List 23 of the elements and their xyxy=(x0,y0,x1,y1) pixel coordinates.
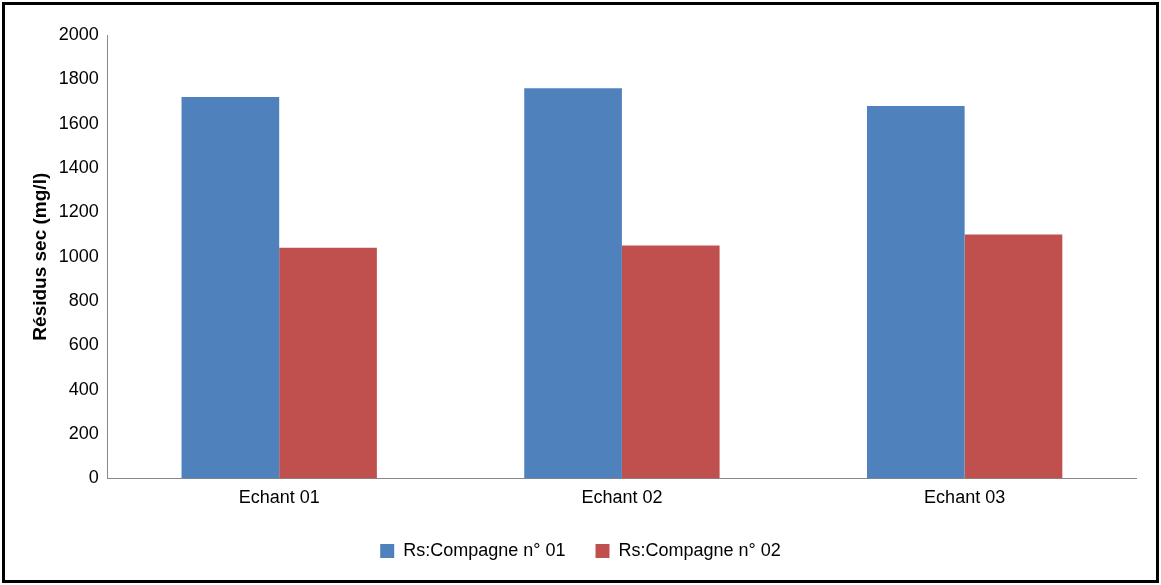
x-tick-label: Echant 03 xyxy=(924,487,1006,508)
y-tick-label: 1800 xyxy=(58,68,99,89)
bar xyxy=(621,245,720,479)
y-tick-label: 800 xyxy=(68,290,99,311)
bar xyxy=(181,97,280,479)
y-tick-label: 400 xyxy=(68,378,99,399)
y-tick-label: 0 xyxy=(88,467,99,488)
bar xyxy=(279,247,377,479)
legend-label: Rs:Compagne n° 02 xyxy=(618,539,781,560)
y-tick-label: 1200 xyxy=(58,201,99,222)
y-tick-label: 1000 xyxy=(58,245,99,266)
x-tick-label: Echant 01 xyxy=(238,487,320,508)
y-axis-title: Résidus sec (mg/l) xyxy=(28,172,50,341)
bar xyxy=(524,88,622,479)
y-tick-label: 1600 xyxy=(58,112,99,133)
y-tick-label: 600 xyxy=(68,334,99,355)
bar xyxy=(964,234,1063,479)
bar xyxy=(866,105,965,479)
y-tick-label: 1400 xyxy=(58,156,99,177)
y-tick-label: 2000 xyxy=(58,23,99,44)
y-tick-label: 200 xyxy=(68,423,99,444)
legend-label: Rs:Compagne n° 01 xyxy=(403,539,566,560)
x-tick-label: Echant 02 xyxy=(581,487,663,508)
